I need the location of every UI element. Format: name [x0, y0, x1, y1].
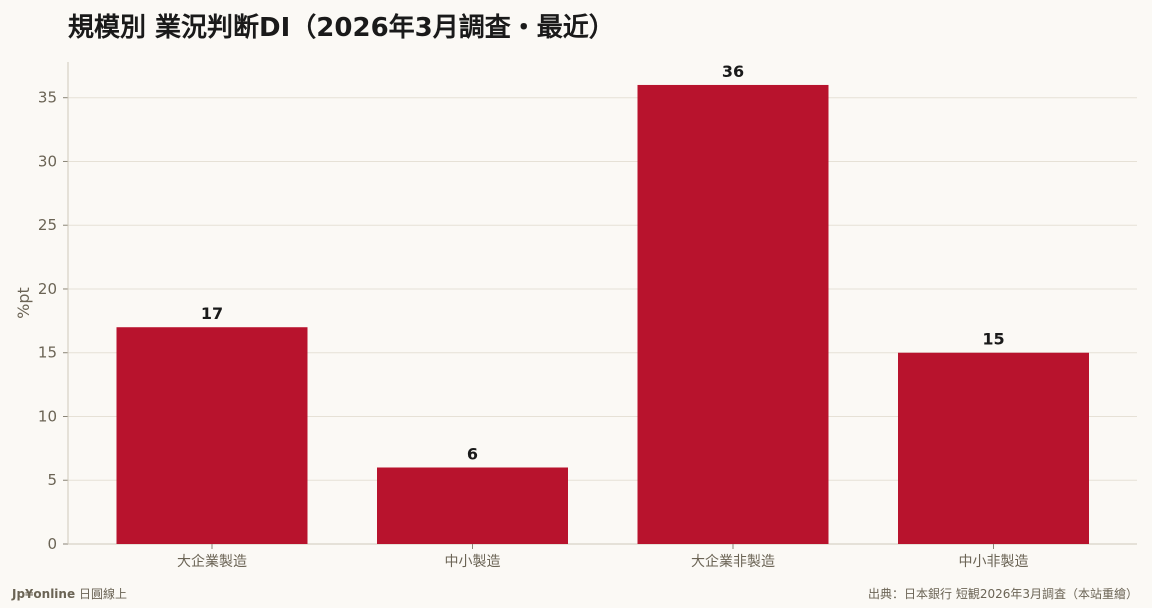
x-tick-label: 大企業非製造: [691, 553, 775, 570]
chart-title: 規模別 業況判断DI（2026年3月調査・最近）: [68, 13, 615, 43]
bar-value-label: 6: [467, 444, 478, 463]
bar-value-label: 15: [982, 330, 1004, 349]
y-tick-label: 30: [38, 152, 57, 170]
bar: [116, 327, 308, 544]
bar: [898, 352, 1089, 544]
source-note: 出典：日本銀行 短観2026年3月調査（本站重繪）: [868, 587, 1138, 601]
bar-value-label: 36: [722, 62, 744, 81]
y-tick-label: 35: [38, 89, 57, 107]
brand-subtitle: 日圓線上: [78, 587, 127, 601]
bars: [116, 84, 1089, 544]
x-tick-label: 中小非製造: [959, 554, 1029, 570]
y-axis-label: %pt: [14, 287, 33, 319]
y-tick-label: 15: [38, 344, 57, 362]
bar-value-label: 17: [201, 304, 223, 323]
y-tick-label: 25: [38, 216, 57, 234]
x-tick-label: 中小製造: [445, 554, 501, 570]
y-tick-label: 20: [38, 280, 57, 298]
labels: 17 大企業製造 6 中小製造 36 大企業非製造 15 中小非製造: [177, 62, 1029, 570]
bar: [637, 84, 829, 544]
footer-brand: Jp¥online 日圓線上: [12, 585, 127, 602]
brand-name: Jp¥online: [12, 587, 76, 601]
x-tick-label: 大企業製造: [177, 553, 247, 570]
bar: [377, 467, 568, 544]
y-tick-label: 0: [47, 535, 57, 553]
y-tick-label: 10: [38, 407, 57, 425]
y-tick-label: 5: [47, 471, 57, 489]
